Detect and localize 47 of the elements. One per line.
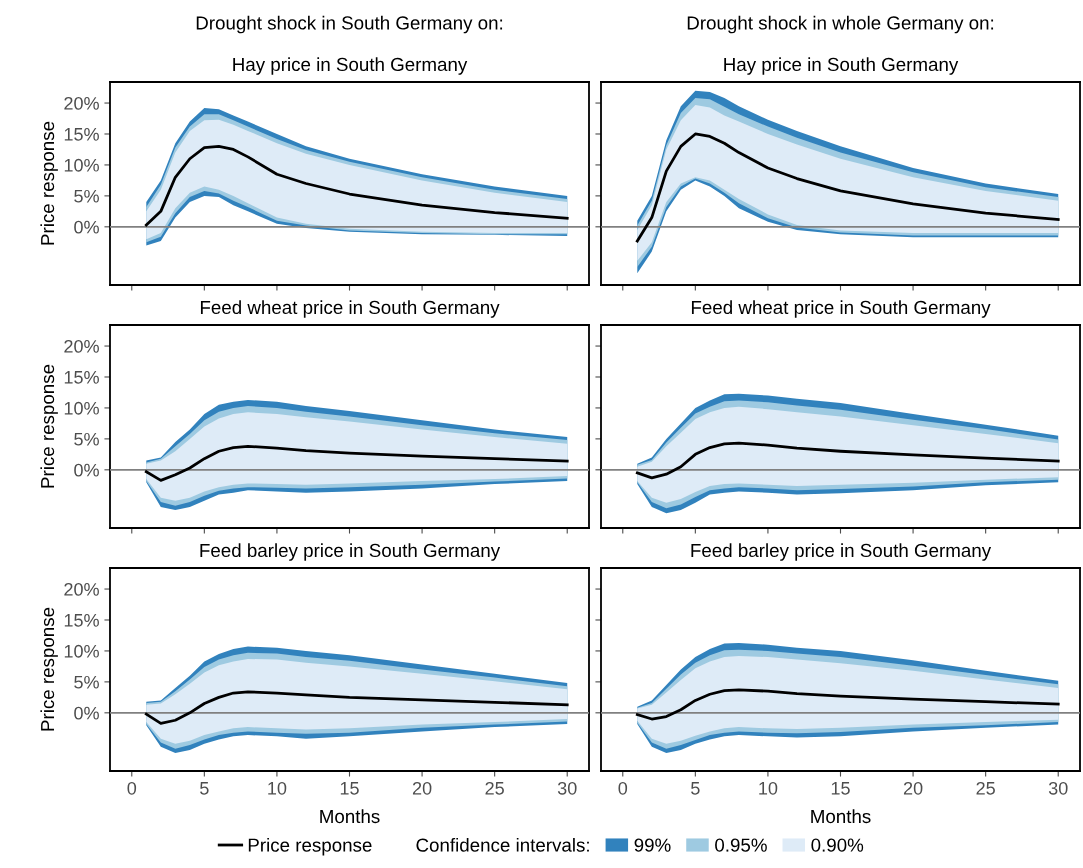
- chart-title: Drought shock in South Germany on:: [196, 15, 503, 34]
- chart-subtitle: Hay price in South Germany: [233, 57, 468, 75]
- x-tick-label: 25: [976, 781, 995, 795]
- x-tick-label: 30: [1048, 781, 1068, 795]
- x-tick-label: 15: [831, 782, 850, 795]
- y-tick-label: 20%: [64, 339, 99, 353]
- x-tick-label: 5: [691, 782, 700, 795]
- x-tick-label: 15: [340, 782, 359, 795]
- legend-label: 0.95%: [715, 838, 767, 852]
- x-tick-label: 25: [485, 781, 504, 795]
- x-axis-title: Months: [811, 809, 871, 824]
- y-tick-label: 10%: [64, 644, 99, 658]
- y-tick-label: 10%: [64, 158, 99, 172]
- y-tick-label: 15%: [64, 614, 99, 627]
- y-tick-label: 20%: [64, 96, 99, 110]
- y-tick-label: 5%: [74, 432, 99, 446]
- y-tick-label: 15%: [64, 371, 99, 384]
- x-tick-label: 20: [903, 781, 923, 795]
- y-tick-label: 0%: [74, 706, 99, 720]
- x-tick-label: 0: [618, 781, 628, 795]
- y-tick-label: 0%: [74, 463, 99, 477]
- x-axis-title: Months: [320, 809, 380, 824]
- y-tick-label: 10%: [64, 401, 99, 415]
- y-axis-title: Price response: [40, 121, 58, 245]
- x-tick-label: 30: [557, 781, 577, 795]
- y-tick-label: 20%: [64, 582, 99, 596]
- chart-title: Feed barley price in South Germany: [200, 543, 501, 561]
- y-tick-label: 5%: [74, 189, 99, 203]
- chart-title: Feed wheat price in South Germany: [200, 300, 500, 318]
- y-tick-label: 5%: [74, 675, 99, 689]
- chart-title: Drought shock in whole Germany on:: [687, 15, 994, 34]
- y-tick-label: 15%: [64, 128, 99, 141]
- chart-subtitle: Hay price in South Germany: [724, 57, 959, 75]
- chart-title: Feed barley price in South Germany: [691, 543, 992, 561]
- legend-label: Price response: [248, 837, 372, 856]
- legend-title: Confidence intervals:: [416, 837, 589, 852]
- chart-title: Feed wheat price in South Germany: [691, 300, 991, 318]
- y-axis-title: Price response: [40, 607, 58, 731]
- x-tick-label: 20: [412, 781, 432, 795]
- x-tick-label: 10: [759, 781, 778, 795]
- legend-label: 99%: [634, 838, 671, 852]
- legend-label: 0.90%: [811, 838, 864, 852]
- x-tick-label: 5: [200, 782, 209, 795]
- y-axis-title: Price response: [40, 364, 58, 488]
- x-tick-label: 10: [268, 781, 287, 795]
- x-tick-label: 0: [127, 781, 137, 795]
- y-tick-label: 0%: [74, 220, 99, 234]
